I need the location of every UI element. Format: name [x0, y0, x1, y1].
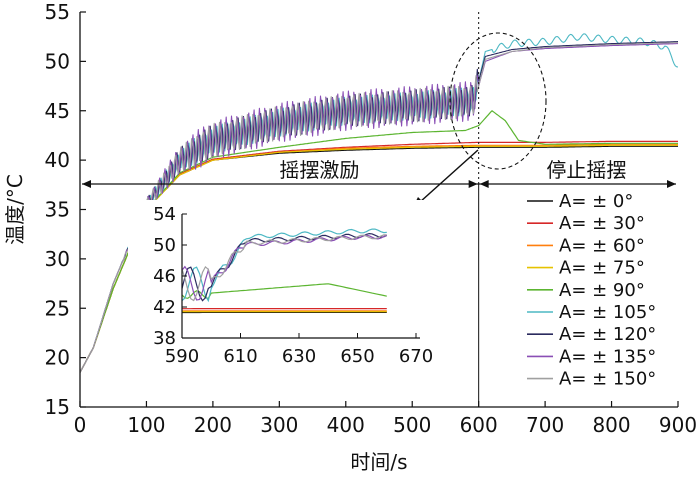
x-tick-label: 400: [327, 413, 365, 437]
x-tick-label: 600: [460, 413, 498, 437]
inset-x-tick-label: 670: [399, 346, 433, 367]
legend-label-3: A= ± 75°: [559, 258, 645, 279]
inset-x-tick-label: 650: [340, 346, 374, 367]
legend-label-6: A= ± 120°: [559, 324, 656, 345]
legend-label-5: A= ± 105°: [559, 302, 656, 323]
y-tick-label: 45: [45, 99, 70, 123]
inset-x-tick-label: 590: [165, 346, 199, 367]
x-tick-label: 100: [127, 413, 165, 437]
x-axis-title: 时间/s: [350, 450, 407, 474]
legend-label-7: A= ± 135°: [559, 346, 656, 367]
legend-label-8: A= ± 150°: [559, 369, 656, 390]
phase-label-swing: 摇摆激励: [279, 158, 359, 182]
phase-arrow-head: [469, 180, 478, 188]
x-tick-label: 700: [526, 413, 564, 437]
legend: A= ± 0°A= ± 30°A= ± 60°A= ± 75°A= ± 90°A…: [527, 191, 656, 390]
x-tick-label: 0: [74, 413, 87, 437]
y-tick-label: 30: [45, 247, 70, 271]
legend-label-1: A= ± 30°: [559, 213, 645, 234]
x-tick-label: 200: [194, 413, 232, 437]
inset-y-tick-label: 38: [153, 328, 176, 349]
inset-x-tick-label: 630: [282, 346, 316, 367]
phase-arrow-head: [667, 180, 676, 188]
x-tick-label: 900: [659, 413, 697, 437]
y-tick-label: 15: [45, 395, 70, 419]
phase-arrow-head: [480, 180, 489, 188]
y-tick-label: 20: [45, 346, 70, 370]
legend-label-0: A= ± 0°: [559, 191, 633, 212]
y-tick-label: 25: [45, 296, 70, 320]
phase-label-stop: 停止摇摆: [546, 158, 626, 182]
inset-y-tick-label: 42: [153, 297, 176, 318]
inset-y-tick-label: 54: [153, 204, 176, 225]
inset-y-tick-label: 46: [153, 266, 176, 287]
y-tick-label: 40: [45, 148, 70, 172]
x-tick-label: 800: [592, 413, 630, 437]
inset-x-tick-label: 610: [223, 346, 257, 367]
phase-arrow-head: [82, 180, 91, 188]
inset-chart: 590 610 630 650 670 38 42 46 50 54: [128, 200, 470, 376]
y-axis-title: 温度/°C: [3, 174, 27, 245]
y-tick-label: 35: [45, 198, 70, 222]
y-tick-label: 50: [45, 49, 70, 73]
legend-label-4: A= ± 90°: [559, 280, 645, 301]
x-tick-label: 500: [393, 413, 431, 437]
inset-y-tick-label: 50: [153, 235, 176, 256]
x-tick-label: 300: [260, 413, 298, 437]
zoom-pointer-line: [420, 150, 478, 202]
y-tick-label: 55: [45, 0, 70, 24]
legend-label-2: A= ± 60°: [559, 235, 645, 256]
